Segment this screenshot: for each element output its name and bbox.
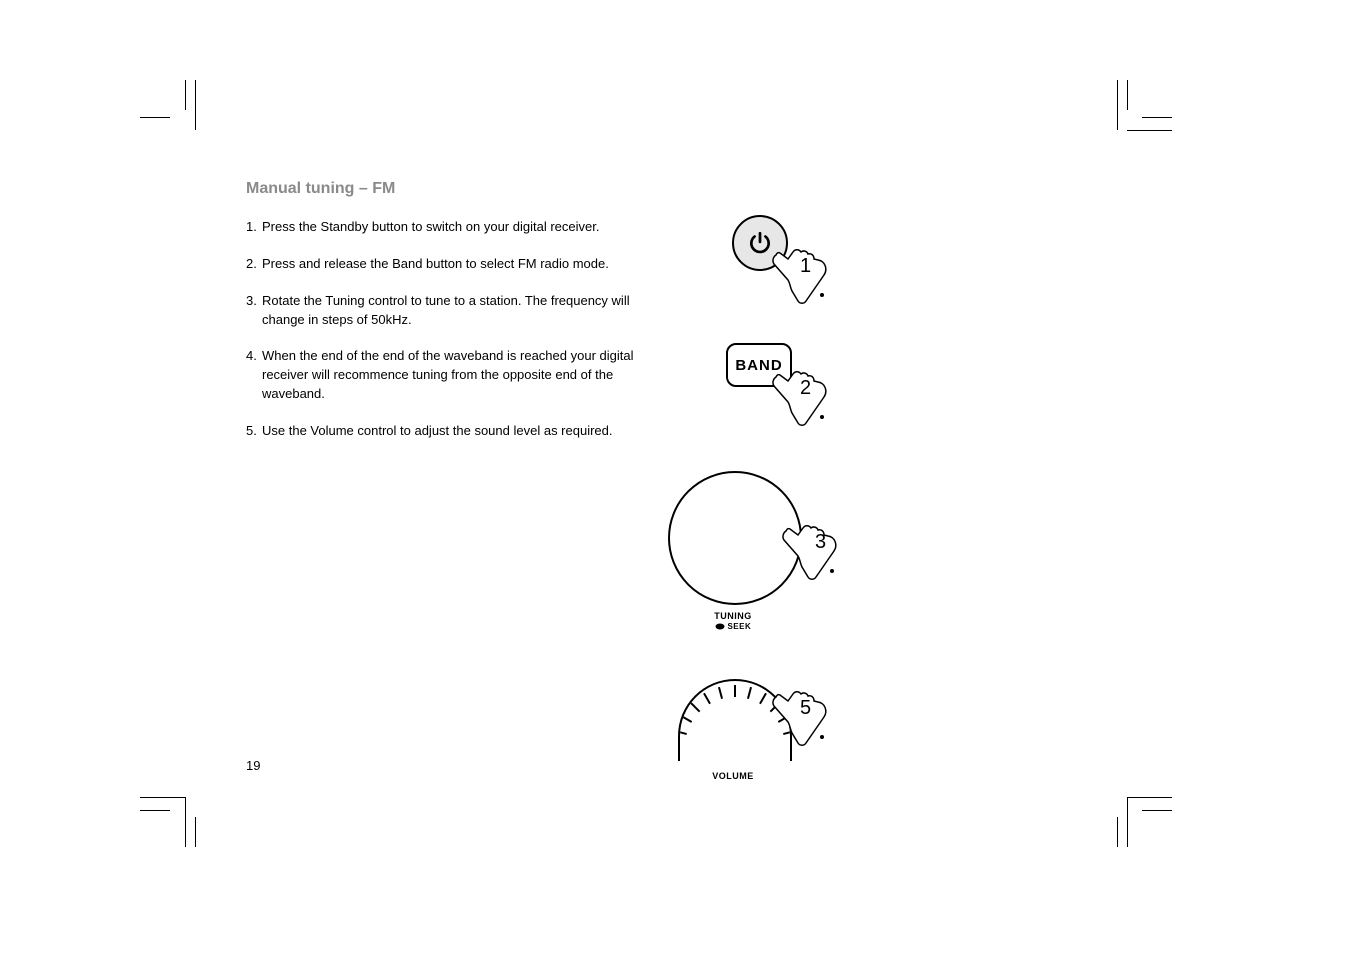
crop-mark	[1127, 797, 1172, 798]
page-number: 19	[246, 758, 260, 773]
step-5-text: Use the Volume control to adjust the sou…	[262, 423, 613, 438]
step-5: 5.Use the Volume control to adjust the s…	[246, 422, 646, 441]
volume-caption: VOLUME	[660, 771, 806, 781]
step-4: 4.When the end of the end of the waveban…	[246, 347, 646, 404]
crop-mark	[1127, 130, 1172, 131]
callout-number-3: 3	[815, 531, 826, 554]
tuning-caption-line1: TUNING	[714, 611, 752, 621]
crop-mark	[1127, 797, 1128, 847]
step-1-text: Press the Standby button to switch on yo…	[262, 219, 599, 234]
diagram-tuning: 3 TUNING SEEK	[660, 471, 910, 641]
page-title: Manual tuning – FM	[246, 180, 395, 198]
step-3: 3.Rotate the Tuning control to tune to a…	[246, 292, 646, 330]
crop-mark	[185, 80, 186, 110]
instruction-steps: 1.Press the Standby button to switch on …	[246, 218, 646, 459]
diagram-column: 1 BAND 2 3	[660, 215, 910, 837]
step-4-text: When the end of the end of the waveband …	[262, 348, 633, 401]
dial-tick	[681, 715, 692, 723]
dial-tick	[703, 693, 711, 704]
callout-number-1: 1	[800, 255, 811, 278]
manual-page: Manual tuning – FM 1.Press the Standby b…	[0, 0, 1351, 954]
crop-mark	[140, 810, 170, 811]
diagram-band: BAND 2	[660, 343, 910, 433]
callout-number-2: 2	[800, 377, 811, 400]
crop-mark	[1142, 810, 1172, 811]
crop-mark	[195, 80, 196, 130]
dial-tick	[734, 685, 736, 697]
callout-number-5: 5	[800, 697, 811, 720]
dial-tick	[747, 687, 752, 699]
crop-mark	[185, 797, 186, 847]
seek-label: SEEK	[727, 622, 751, 631]
crop-mark	[1117, 80, 1118, 130]
dial-tick	[678, 730, 687, 735]
dial-tick	[718, 687, 723, 699]
crop-mark	[1142, 117, 1172, 118]
step-2-text: Press and release the Band button to sel…	[262, 256, 609, 271]
diagram-volume: 5 VOLUME	[660, 679, 910, 799]
tuning-caption: TUNING SEEK	[660, 611, 806, 631]
dial-tick	[690, 702, 700, 712]
crop-mark	[1117, 817, 1118, 847]
press-icon	[715, 623, 725, 630]
crop-mark	[195, 817, 196, 847]
step-2: 2.Press and release the Band button to s…	[246, 255, 646, 274]
dial-tick	[759, 693, 767, 704]
crop-mark	[140, 797, 185, 798]
tuning-caption-line2: SEEK	[715, 622, 752, 631]
step-3-text: Rotate the Tuning control to tune to a s…	[262, 293, 630, 327]
step-1: 1.Press the Standby button to switch on …	[246, 218, 646, 237]
crop-mark	[140, 117, 170, 118]
crop-mark	[1127, 80, 1128, 110]
diagram-standby: 1	[660, 215, 910, 305]
